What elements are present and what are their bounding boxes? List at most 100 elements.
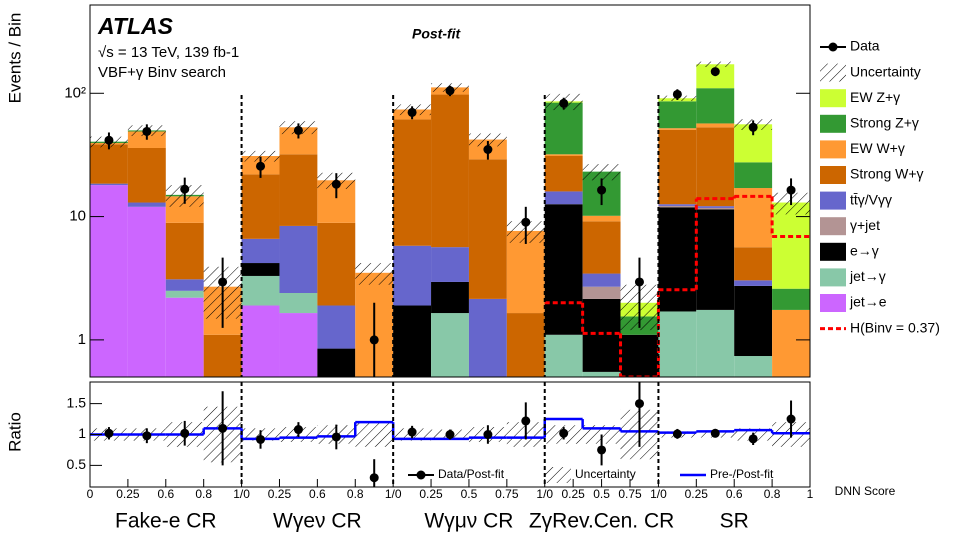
data-point (786, 185, 796, 195)
stack-segment (279, 225, 318, 294)
x-tick-label: 0.5 (593, 487, 610, 501)
stack-segment (279, 313, 318, 377)
x-tick-label: 0 (87, 487, 94, 501)
stack-segment (544, 102, 583, 155)
legend-label: e→γ (850, 243, 879, 259)
main-frame (89, 4, 811, 378)
stack-segment (658, 205, 697, 208)
legend-label: H(Binv = 0.37) (850, 319, 940, 335)
stack-segment (393, 245, 432, 306)
legend-marker (820, 166, 846, 184)
x-tick-label: 1/0 (385, 487, 402, 501)
stack-segment (658, 311, 697, 377)
ratio-panel (90, 382, 810, 487)
stack-segment (696, 123, 735, 128)
x-tick-label: 0.5 (461, 487, 478, 501)
stack-segment (734, 247, 773, 281)
stack-segment (582, 298, 621, 372)
legend-marker (545, 467, 571, 483)
data-point (559, 98, 569, 108)
uncertainty-band (241, 150, 280, 162)
stack-segment (696, 209, 735, 310)
legend-marker (828, 42, 838, 52)
stack-segment (127, 202, 166, 207)
search-label: VBF+γ Binv search (98, 64, 226, 81)
stack-segment (317, 222, 356, 306)
ratio-point (104, 428, 114, 438)
ratio-uncertainty (355, 422, 394, 447)
x-tick-label: 0.6 (157, 487, 174, 501)
ratio-point (483, 430, 493, 439)
ratio-point (256, 434, 266, 444)
x-tick-label: 1/0 (650, 487, 667, 501)
ratio-y-tick-label: 1.5 (67, 394, 87, 410)
stack-segment (468, 159, 507, 299)
stack-segment (582, 371, 621, 377)
experiment-label: ATLAS (97, 13, 174, 39)
y-tick-label: 1 (78, 331, 86, 348)
legend-marker (820, 114, 846, 133)
stack-segment (772, 288, 810, 310)
stack-segment (658, 207, 697, 312)
x-axis-title: DNN Score (835, 484, 896, 498)
x-tick-label: 0.8 (347, 487, 364, 501)
data-point (521, 217, 531, 227)
stack-segment (241, 263, 280, 276)
ratio-point (672, 429, 682, 439)
stack-segment (582, 215, 621, 222)
chart-title: Post-fit (412, 26, 462, 42)
stack-segment (241, 238, 280, 264)
stack-segment (506, 313, 545, 377)
stack-segment (165, 222, 204, 280)
stack-segment (734, 280, 773, 286)
x-tick-label: 0.6 (726, 487, 743, 501)
ratio-point (369, 473, 379, 483)
stack-segment (734, 356, 773, 377)
x-tick-label: 0.75 (618, 487, 642, 501)
x-tick-label: 1/0 (233, 487, 250, 501)
legend-label: tt̄γ/Vγγ (850, 191, 892, 207)
legend-marker (820, 217, 846, 236)
ratio-point (218, 423, 228, 433)
stack-segment (658, 128, 697, 130)
ratio-point (331, 432, 341, 442)
stack-segment (241, 305, 280, 377)
stack-segment (90, 183, 128, 186)
energy-label: √s = 13 TeV, 139 fb-1 (98, 44, 239, 61)
legend-marker (820, 89, 846, 108)
ratio-point (521, 416, 531, 426)
legend-label: Pre-/Post-fit (710, 467, 774, 481)
legend-label: jet→e (849, 294, 887, 310)
region-label: Wγμν CR (424, 510, 513, 533)
legend-label: Uncertainty (575, 467, 636, 481)
data-point (445, 86, 455, 96)
stack-segment (696, 206, 735, 208)
stack-segment (317, 305, 356, 349)
stack-segment (468, 298, 507, 377)
legend-label: Uncertainty (850, 63, 921, 79)
ratio-y-tick-label: 0.5 (67, 456, 87, 472)
uncertainty-band (468, 133, 507, 147)
stack-segment (620, 334, 659, 377)
y-axis-title: Events / Bin (5, 13, 24, 104)
legend-marker (416, 470, 426, 480)
stack-segment (431, 247, 469, 282)
stack-segment (165, 279, 204, 291)
ratio-y-tick-label: 1 (78, 425, 86, 441)
ratio-point (710, 428, 720, 438)
ratio-point (748, 434, 758, 444)
region-label: Fake-e CR (115, 510, 217, 533)
region-label: SR (720, 510, 749, 533)
x-tick-label: 0.8 (764, 487, 781, 501)
stack-segment (241, 174, 280, 239)
y-tick-label: 10² (64, 84, 86, 101)
stack-segment (506, 230, 545, 314)
x-tick-label: 0.8 (195, 487, 212, 501)
x-tick-label: 0.25 (561, 487, 585, 501)
data-point (407, 107, 417, 117)
legend-marker (820, 140, 846, 159)
ratio-point (293, 425, 303, 435)
legend-label: Data/Post-fit (438, 467, 505, 481)
ratio-point (597, 445, 607, 455)
